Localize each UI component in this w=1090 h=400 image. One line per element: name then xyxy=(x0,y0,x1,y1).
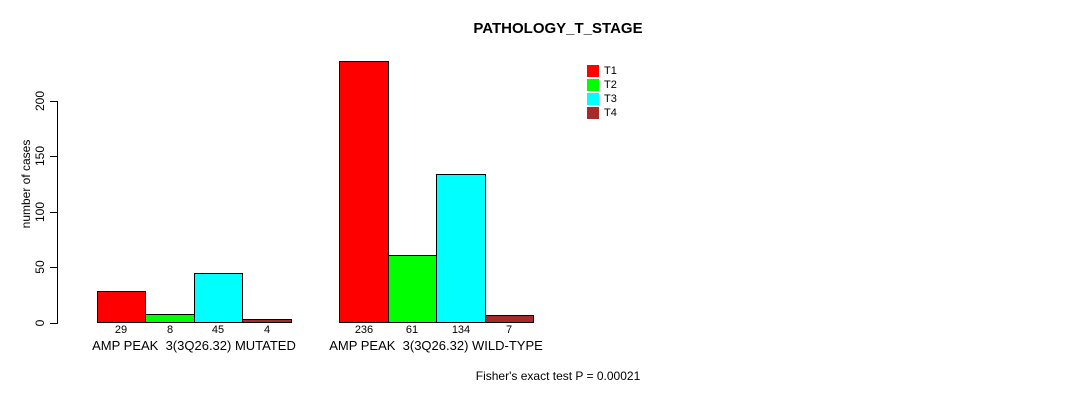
legend-item-t1: T1 xyxy=(587,64,617,78)
legend-label: T2 xyxy=(604,79,617,91)
legend-swatch-t1 xyxy=(587,65,599,77)
bar-t1-group2 xyxy=(339,61,389,323)
legend-label: T1 xyxy=(604,65,617,77)
y-axis-tick xyxy=(50,156,57,157)
legend-swatch-t4 xyxy=(587,107,599,119)
bar-value-label: 7 xyxy=(505,324,513,336)
y-axis-tick-label: 100 xyxy=(33,201,47,223)
annotation-text: Fisher's exact test P = 0.00021 xyxy=(475,369,641,383)
bar-value-label: 45 xyxy=(211,324,225,336)
bar-t4-group1 xyxy=(242,319,292,323)
legend-item-t2: T2 xyxy=(587,78,617,92)
bar-value-label: 236 xyxy=(354,324,374,336)
bar-t2-group2 xyxy=(388,255,437,323)
bar-t3-group2 xyxy=(436,174,486,323)
y-axis-tick-label: 50 xyxy=(33,260,47,274)
bar-value-label: 29 xyxy=(114,324,128,336)
bar-t1-group1 xyxy=(97,291,146,323)
legend: T1 T2 T3 T4 xyxy=(587,64,617,120)
y-axis-label: number of cases xyxy=(19,139,33,229)
y-axis-line xyxy=(57,101,58,324)
y-axis-tick xyxy=(50,101,57,102)
legend-item-t4: T4 xyxy=(587,106,617,120)
y-axis-tick xyxy=(50,267,57,268)
y-axis-tick-label: 150 xyxy=(33,145,47,167)
y-axis-tick xyxy=(50,212,57,213)
chart-title: PATHOLOGY_T_STAGE xyxy=(473,20,643,37)
legend-label: T4 xyxy=(604,107,617,119)
bar-t4-group2 xyxy=(485,315,534,323)
legend-swatch-t3 xyxy=(587,93,599,105)
legend-item-t3: T3 xyxy=(587,92,617,106)
y-axis-tick-label: 0 xyxy=(33,319,47,327)
bar-value-label: 4 xyxy=(263,324,271,336)
bar-t2-group1 xyxy=(145,314,195,323)
bar-value-label: 134 xyxy=(451,324,471,336)
x-category-label: AMP PEAK 3(3Q26.32) WILD-TYPE xyxy=(329,338,543,353)
x-category-label: AMP PEAK 3(3Q26.32) MUTATED xyxy=(92,338,296,353)
bar-t3-group1 xyxy=(194,273,243,323)
bar-value-label: 61 xyxy=(405,324,419,336)
legend-swatch-t2 xyxy=(587,79,599,91)
bar-value-label: 8 xyxy=(166,324,174,336)
legend-label: T3 xyxy=(604,93,617,105)
y-axis-tick-label: 200 xyxy=(33,90,47,112)
y-axis-tick xyxy=(50,323,57,324)
